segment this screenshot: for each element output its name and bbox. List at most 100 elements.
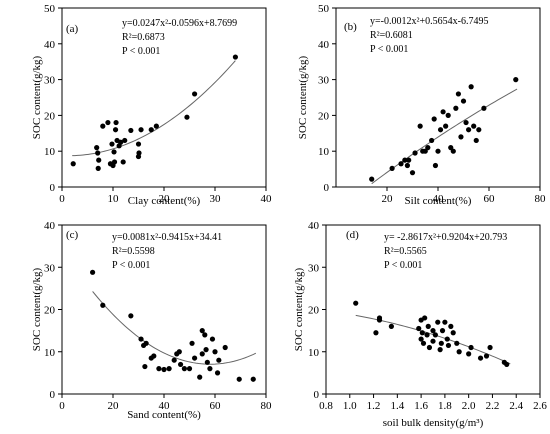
data-point: [153, 123, 159, 129]
data-point: [422, 148, 428, 154]
data-point: [376, 317, 383, 323]
p-value: P < 0.001: [112, 260, 150, 271]
x-tick-label: 40: [261, 193, 273, 205]
data-point: [184, 114, 190, 120]
data-point: [156, 366, 162, 372]
y-axis-label: SOC content(g/kg): [297, 55, 309, 139]
y-tick-label: 10: [308, 347, 320, 359]
y-axis-label: SOC content(g/kg): [293, 267, 305, 351]
regression-equation: y=0.0247x²-0.0596x+8.7699: [122, 18, 237, 29]
data-point: [122, 137, 128, 144]
data-point: [402, 157, 408, 163]
data-point: [135, 141, 142, 147]
data-point: [460, 98, 467, 104]
x-tick-label: 1.0: [343, 400, 357, 412]
data-point: [430, 328, 436, 334]
data-point: [100, 302, 106, 308]
data-point: [476, 127, 482, 133]
data-point: [438, 340, 444, 346]
fit-curve: [371, 88, 518, 185]
data-point: [142, 363, 148, 370]
x-tick-label: 1.8: [438, 400, 452, 412]
data-point: [113, 119, 119, 126]
data-point: [186, 366, 193, 372]
data-point: [236, 376, 242, 382]
y-tick-label: 50: [44, 3, 56, 15]
r-squared: R²=0.5565: [384, 246, 427, 257]
data-point: [109, 141, 115, 147]
data-point: [112, 127, 119, 133]
fit-curve: [92, 291, 257, 365]
data-point: [120, 159, 126, 165]
data-point: [96, 157, 102, 163]
x-axis-label: Clay content(%): [128, 195, 201, 207]
x-tick-label: 2.4: [509, 400, 523, 412]
r-squared: R²=0.6873: [122, 32, 165, 43]
x-tick-label: 40: [433, 193, 445, 205]
data-point: [435, 148, 441, 154]
data-point: [166, 366, 172, 372]
data-point: [138, 127, 144, 133]
data-point: [353, 300, 359, 306]
data-point: [420, 340, 427, 346]
data-point: [203, 347, 209, 353]
data-point: [422, 315, 428, 321]
data-point: [430, 338, 436, 344]
data-point: [94, 145, 100, 151]
data-point: [111, 159, 118, 165]
y-tick-label: 30: [44, 262, 56, 274]
data-point: [171, 357, 177, 363]
data-point: [426, 344, 433, 351]
data-point: [483, 353, 490, 359]
data-point: [216, 357, 222, 363]
data-point: [425, 323, 431, 329]
data-point: [95, 165, 101, 171]
data-point: [442, 319, 448, 325]
data-point: [373, 330, 379, 336]
data-point: [389, 165, 395, 171]
y-tick-label: 0: [50, 182, 56, 194]
data-point: [118, 139, 124, 145]
panel-label: (b): [344, 21, 357, 33]
y-tick-label: 10: [44, 146, 56, 158]
x-tick-label: 0: [59, 400, 65, 412]
x-tick-label: 2.0: [462, 400, 476, 412]
data-point: [429, 137, 435, 144]
x-tick-label: 0: [59, 193, 65, 205]
data-point: [418, 336, 424, 342]
data-point: [100, 123, 106, 129]
data-point: [443, 123, 449, 129]
data-point: [458, 134, 464, 140]
data-point: [214, 370, 221, 376]
regression-equation: y=-0.0012x²+0.5654x-6.7495: [370, 16, 488, 27]
panel-c: 0 20 40 60 80 0 10 20 30 40 (c) y=0.0081x²-0.9415x+…: [31, 220, 272, 421]
panel-label: (d): [346, 229, 359, 241]
y-tick-label: 0: [324, 182, 330, 194]
p-value: P < 0.001: [384, 260, 422, 271]
y-tick-label: 0: [50, 389, 56, 401]
y-tick-label: 30: [318, 75, 330, 87]
y-axis-label: SOC content(g/kg): [31, 267, 43, 351]
y-tick-label: 30: [308, 262, 320, 274]
data-point: [136, 150, 142, 156]
data-point: [369, 176, 375, 182]
r-squared: R²=0.6081: [370, 30, 413, 41]
data-point: [177, 361, 184, 368]
data-point: [448, 145, 454, 151]
panel-a: 0 10 20 30 40 0 10 20 30 40 50 (a) y=0.0247x²-0.0596…: [31, 3, 272, 207]
x-tick-label: 2.2: [486, 400, 500, 412]
p-value: P < 0.001: [370, 44, 408, 55]
data-point: [105, 119, 111, 126]
panel-b: 20 40 60 80 0 10 20 30 40 50 (b) y=-0.0012x²+0.5654…: [297, 3, 546, 207]
data-point: [466, 351, 472, 357]
data-point: [468, 344, 474, 351]
data-point: [432, 162, 439, 169]
data-point: [128, 127, 134, 134]
regression-equation: y=0.0081x²-0.9415x+34.41: [112, 232, 222, 243]
data-point: [138, 336, 144, 342]
data-point: [466, 127, 472, 133]
data-point: [448, 323, 454, 329]
x-tick-label: 40: [159, 400, 171, 412]
data-point: [232, 54, 238, 60]
x-axis-label: soil bulk density(g/m³): [383, 417, 484, 429]
